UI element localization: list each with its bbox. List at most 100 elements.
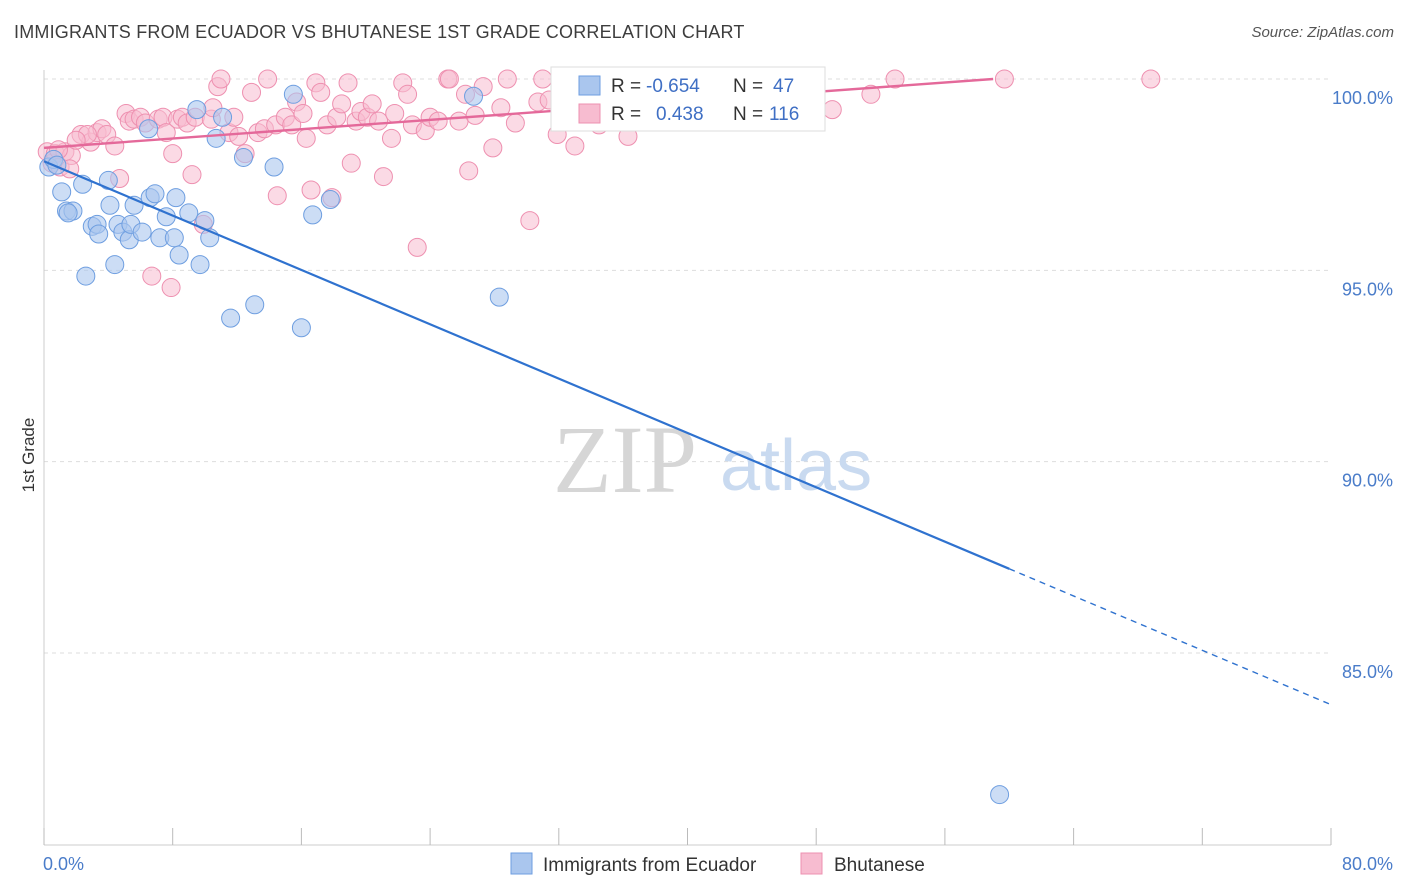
stats-r-label-blue: R =	[611, 76, 641, 97]
bhutanese-trend-line	[43, 77, 994, 150]
bhutanese-point-110	[1141, 69, 1161, 89]
ecuador-point-42	[464, 86, 484, 106]
ecuador-point-41	[320, 190, 340, 210]
bhutanese-point-32	[211, 69, 231, 89]
stats-r-value-blue: -0.654	[646, 76, 700, 97]
ecuador-point-43	[489, 287, 509, 307]
x-tick-labels: 0.0% 80.0%	[43, 854, 1393, 874]
ecuador-point-40	[303, 205, 323, 225]
bhutanese-point-54	[332, 94, 352, 114]
bhutanese-point-108	[885, 69, 905, 89]
bhutanese-point-64	[385, 103, 405, 123]
stats-r-label-pink: R =	[611, 104, 641, 125]
bhutanese-point-68	[407, 237, 427, 257]
ecuador-point-38	[283, 84, 303, 104]
ecuador-point-10	[89, 224, 109, 244]
watermark-zip: ZIP	[553, 406, 697, 513]
series-legend: Immigrants from Ecuador Bhutanese	[510, 852, 925, 876]
y-axis-label: 1st Grade	[19, 418, 38, 493]
bhutanese-point-85	[533, 69, 553, 89]
ecuador-point-21	[145, 184, 165, 204]
ecuador-point-19	[132, 222, 152, 242]
source-credit: Source: ZipAtlas.com	[1251, 24, 1394, 41]
y-tick-label-3: 85.0%	[1342, 662, 1393, 682]
stats-r-value-pink: 0.438	[656, 104, 704, 125]
bhutanese-point-73	[439, 69, 459, 89]
bhutanese-point-80	[491, 98, 511, 118]
stats-n-value-blue: 47	[773, 76, 794, 97]
x-tick-label-1: 80.0%	[1342, 854, 1393, 874]
bhutanese-point-22	[161, 278, 181, 298]
bhutanese-point-115	[163, 144, 183, 164]
bhutanese-point-83	[520, 211, 540, 231]
watermark: ZIP atlas	[553, 406, 872, 513]
stats-legend-box: R = -0.654 N = 47 R = 0.438 N = 116	[550, 66, 826, 132]
ecuador-point-3	[52, 182, 72, 202]
ecuador-point-39	[291, 318, 311, 338]
bhutanese-point-66	[398, 84, 418, 104]
bhutanese-point-79	[483, 138, 503, 158]
bhutanese-point-50	[311, 82, 331, 102]
ecuador-point-34	[221, 308, 241, 328]
bhutanese-point-37	[242, 82, 262, 102]
bhutanese-point-60	[362, 94, 382, 114]
ecuador-point-45	[139, 119, 159, 139]
bhutanese-point-26	[182, 165, 202, 185]
ecuador-point-25	[166, 188, 186, 208]
y-tick-label-1: 95.0%	[1342, 279, 1393, 299]
ecuador-point-28	[187, 100, 207, 120]
bhutanese-point-107	[861, 84, 881, 104]
bhutanese-point-18	[142, 266, 162, 286]
stats-n-label-blue: N =	[733, 76, 763, 97]
bhutanese-point-82	[505, 113, 525, 133]
bhutanese-point-40	[258, 69, 278, 89]
ecuador-point-33	[213, 107, 233, 127]
bhutanese-point-11	[105, 136, 125, 156]
bhutanese-point-21	[156, 123, 176, 143]
bhutanese-point-90	[565, 136, 585, 156]
ecuador-point-44	[990, 785, 1010, 805]
y-tick-label-0: 100.0%	[1332, 88, 1393, 108]
bhutanese-point-71	[428, 111, 448, 131]
ecuador-point-7	[76, 266, 96, 286]
bhutanese-point-81	[497, 69, 517, 89]
ecuador-trend-line	[43, 160, 1010, 570]
stats-swatch-blue	[578, 75, 601, 96]
chart-title: IMMIGRANTS FROM ECUADOR VS BHUTANESE 1ST…	[14, 22, 745, 42]
bhutanese-point-46	[293, 103, 313, 123]
ecuador-point-37	[264, 157, 284, 177]
bhutanese-point-48	[301, 180, 321, 200]
ecuador-point-26	[169, 245, 189, 265]
bhutanese-point-109	[994, 69, 1014, 89]
legend-swatch-bhutanese	[800, 852, 823, 875]
ecuador-point-36	[245, 295, 265, 315]
bhutanese-point-56	[341, 153, 361, 173]
ecuador-point-24	[164, 228, 184, 248]
grid-lines	[44, 78, 1331, 654]
ecuador-point-29	[190, 255, 210, 275]
bhutanese-point-63	[381, 128, 401, 148]
bhutanese-point-42	[267, 186, 287, 206]
legend-swatch-ecuador	[510, 852, 533, 875]
watermark-atlas: atlas	[720, 426, 872, 506]
y-tick-labels: 100.0% 95.0% 90.0% 85.0%	[1332, 88, 1393, 682]
ecuador-point-46	[58, 203, 78, 223]
y-tick-label-2: 90.0%	[1342, 471, 1393, 491]
bhutanese-point-61	[369, 111, 389, 131]
legend-label-bhutanese: Bhutanese	[834, 855, 925, 876]
trend-lines	[43, 77, 1332, 706]
bhutanese-point-47	[296, 128, 316, 148]
stats-swatch-pink	[578, 103, 601, 124]
bhutanese-point-106	[822, 100, 842, 120]
bhutanese-point-55	[338, 73, 358, 93]
stats-n-label-pink: N =	[733, 104, 763, 125]
ecuador-trend-extension	[1008, 568, 1332, 706]
x-tick-label-0: 0.0%	[43, 854, 84, 874]
x-tick-marks	[43, 828, 1332, 845]
ecuador-point-32	[206, 128, 226, 148]
bhutanese-point-35	[229, 126, 249, 146]
bhutanese-point-74	[449, 111, 469, 131]
legend-label-ecuador: Immigrants from Ecuador	[543, 855, 757, 876]
ecuador-point-12	[100, 195, 120, 215]
